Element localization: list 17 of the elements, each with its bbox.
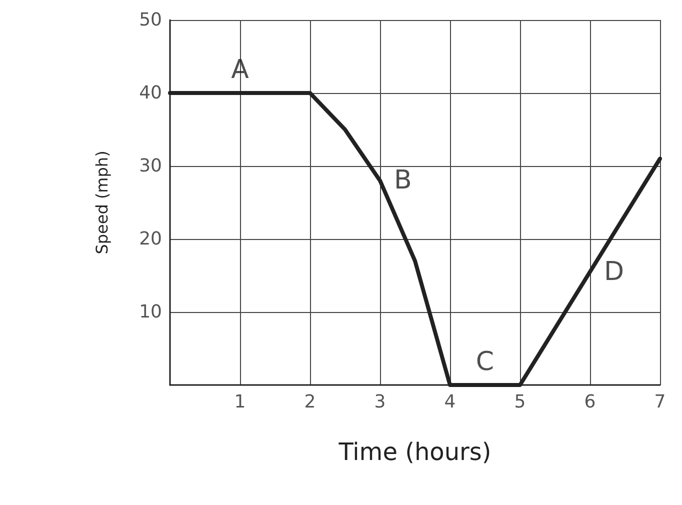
annotation: C: [476, 347, 494, 377]
x-tick-label: 5: [514, 392, 526, 412]
y-tick-label: 10: [139, 302, 162, 322]
x-tick-label: 6: [584, 392, 596, 412]
x-tick-label: 1: [234, 392, 246, 412]
annotation: D: [604, 256, 624, 287]
y-axis-title: Speed (mph): [92, 150, 112, 254]
y-tick-label: 30: [139, 156, 162, 176]
annotation: B: [394, 166, 412, 196]
x-tick-label: 3: [374, 392, 386, 412]
x-axis-title: Time (hours): [338, 438, 492, 466]
y-tick-label: 50: [139, 10, 162, 30]
x-tick-label: 7: [654, 392, 666, 412]
y-tick-label: 20: [139, 228, 162, 250]
x-tick-label: 4: [444, 392, 456, 412]
x-tick-label: 2: [304, 392, 316, 412]
y-tick-label: 40: [139, 82, 162, 104]
